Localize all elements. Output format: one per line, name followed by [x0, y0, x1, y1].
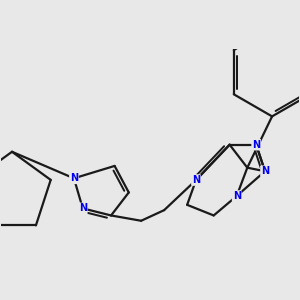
Text: N: N	[192, 175, 200, 185]
Text: N: N	[252, 140, 260, 150]
Text: N: N	[79, 203, 87, 213]
Text: N: N	[261, 166, 269, 176]
Text: N: N	[70, 173, 78, 183]
Text: N: N	[232, 191, 241, 201]
